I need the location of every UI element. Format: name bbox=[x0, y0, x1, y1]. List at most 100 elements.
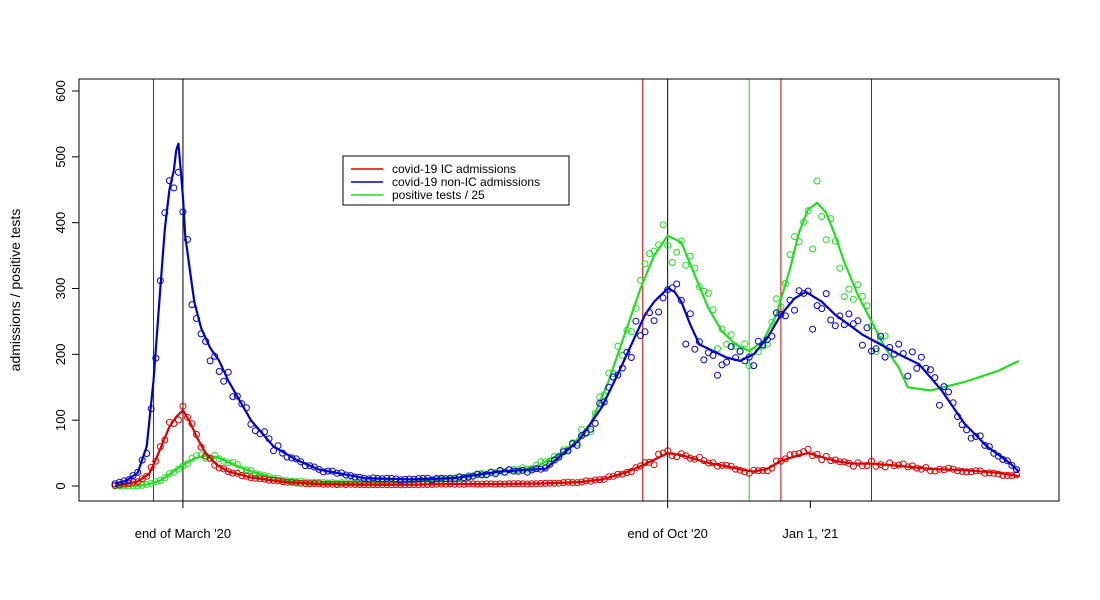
series-1-point bbox=[1003, 457, 1011, 465]
series-1-point bbox=[863, 324, 871, 332]
series-1-point bbox=[854, 317, 862, 325]
series-1-point bbox=[627, 354, 635, 361]
y-tick-label: 0 bbox=[53, 482, 68, 489]
series-1-point bbox=[184, 236, 191, 243]
series-1-point bbox=[700, 356, 708, 364]
series-layer bbox=[111, 142, 1020, 490]
series-1-point bbox=[1008, 461, 1016, 469]
series-2-point bbox=[165, 470, 173, 478]
y-axis-label: admissions / positive tests bbox=[7, 209, 23, 372]
series-1-point bbox=[845, 310, 853, 318]
series-1-point bbox=[229, 393, 237, 401]
y-axis: 0 100 200 300 400 500 600 bbox=[53, 80, 80, 490]
series-2-point bbox=[872, 347, 880, 355]
series-1-point bbox=[1013, 466, 1020, 474]
series-1-point bbox=[206, 357, 214, 365]
series-1-point bbox=[895, 340, 903, 348]
series-0-point bbox=[963, 468, 971, 476]
y-tick-label: 100 bbox=[53, 409, 68, 431]
series-2-point bbox=[714, 345, 721, 353]
series-0-point bbox=[945, 464, 952, 472]
series-2-point bbox=[745, 362, 753, 370]
series-1-point bbox=[641, 328, 649, 336]
x-axis: end of March '20 end of Oct '20 Jan 1, '21 bbox=[135, 501, 838, 541]
series-2-point bbox=[763, 340, 771, 348]
series-1-point bbox=[881, 353, 889, 361]
series-1-point bbox=[772, 309, 780, 317]
series-1-point bbox=[809, 325, 817, 333]
series-1-point bbox=[505, 466, 513, 474]
series-1-point bbox=[659, 294, 667, 302]
series-1-point bbox=[691, 345, 699, 353]
legend-label: positive tests / 25 bbox=[392, 188, 485, 202]
series-2-point bbox=[840, 293, 848, 301]
series-2-point bbox=[845, 285, 853, 293]
series-2-point bbox=[741, 340, 749, 348]
series-0-point bbox=[184, 413, 191, 421]
series-1-point bbox=[940, 383, 948, 391]
series-1-point bbox=[655, 308, 663, 316]
y-tick-label: 300 bbox=[53, 278, 68, 300]
x-tick-label: end of March '20 bbox=[135, 526, 231, 541]
series-1-point bbox=[134, 468, 142, 476]
series-0-point bbox=[650, 461, 658, 469]
series-1-point bbox=[714, 371, 721, 379]
series-1-point bbox=[926, 366, 934, 374]
series-2-point bbox=[641, 260, 649, 268]
series-2-point bbox=[822, 236, 830, 244]
series-1-point bbox=[945, 388, 952, 396]
series-2-line bbox=[115, 201, 1020, 488]
y-tick-label: 600 bbox=[53, 80, 68, 102]
series-1-point bbox=[727, 343, 735, 351]
series-1-point bbox=[709, 351, 717, 359]
series-2-point bbox=[659, 221, 667, 229]
series-1-point bbox=[908, 348, 916, 356]
series-1-point bbox=[917, 353, 925, 361]
series-0-point bbox=[206, 454, 214, 462]
series-2-point bbox=[813, 177, 821, 185]
series-0-point bbox=[981, 469, 989, 477]
series-0-point bbox=[958, 467, 966, 475]
series-0-line bbox=[114, 409, 1019, 487]
series-0-group bbox=[111, 402, 1020, 489]
series-2-point bbox=[849, 295, 857, 303]
series-1-point bbox=[877, 332, 885, 340]
series-1-point bbox=[270, 447, 277, 455]
y-tick-label: 400 bbox=[53, 212, 68, 234]
series-1-point bbox=[781, 312, 789, 320]
series-2-point bbox=[682, 261, 690, 269]
series-1-point bbox=[546, 460, 554, 468]
y-tick-label: 200 bbox=[53, 343, 68, 365]
series-1-point bbox=[297, 458, 305, 466]
series-2-point bbox=[673, 248, 681, 256]
series-1-point bbox=[220, 377, 228, 385]
series-1-point bbox=[818, 305, 826, 313]
series-1-point bbox=[238, 400, 246, 408]
series-1-point bbox=[591, 419, 599, 427]
series-1-group bbox=[111, 142, 1020, 488]
series-1-point bbox=[827, 316, 835, 324]
series-1-point bbox=[777, 311, 785, 318]
series-1-point bbox=[967, 434, 975, 442]
series-1-point bbox=[791, 306, 798, 314]
series-1-point bbox=[686, 310, 694, 318]
series-1-point bbox=[233, 392, 241, 400]
series-1-point bbox=[215, 368, 223, 375]
series-1-point bbox=[632, 317, 640, 325]
series-2-point bbox=[809, 245, 817, 253]
series-2-point bbox=[727, 331, 735, 339]
series-1-point bbox=[754, 337, 762, 345]
series-2-point bbox=[772, 295, 780, 303]
series-1-point bbox=[673, 280, 681, 288]
series-1-point bbox=[129, 472, 137, 480]
series-1-point bbox=[682, 340, 690, 348]
series-2-point bbox=[818, 213, 826, 220]
series-1-point bbox=[858, 341, 866, 349]
series-2-point bbox=[804, 207, 812, 215]
series-1-point bbox=[913, 364, 921, 372]
series-1-line bbox=[114, 142, 1020, 485]
series-1-point bbox=[723, 358, 731, 366]
